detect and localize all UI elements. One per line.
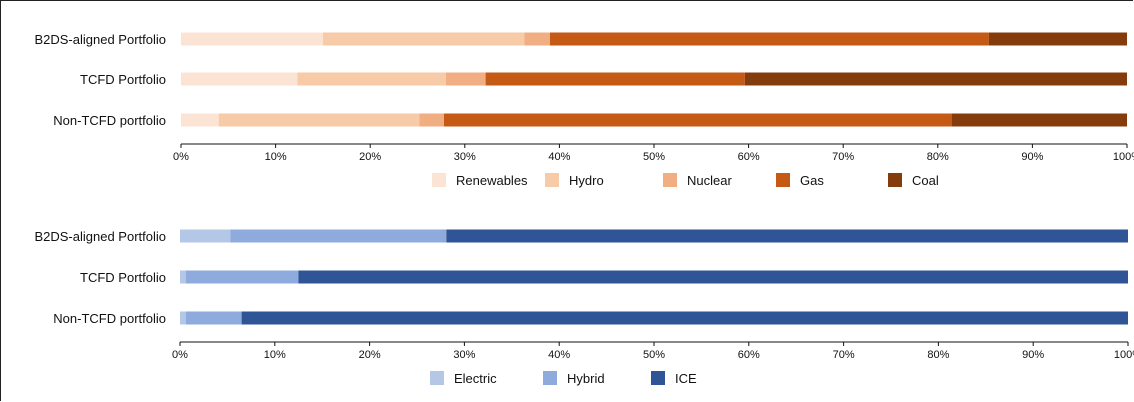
x-tick-label: 100% [1113, 151, 1134, 163]
x-tick-label: 10% [265, 151, 287, 163]
category-label: TCFD Portfolio [80, 270, 166, 285]
legend-swatch [888, 173, 902, 187]
legend-label: Coal [912, 173, 939, 188]
bar-segment [180, 311, 186, 325]
legend-swatch [663, 173, 677, 187]
bar-segment [298, 270, 1128, 284]
bar-segment [419, 113, 444, 127]
x-tick-label: 40% [548, 151, 570, 163]
bar-segment [744, 72, 1127, 86]
x-tick-label: 70% [832, 151, 854, 163]
legend-swatch [432, 173, 446, 187]
x-tick-label: 100% [1114, 349, 1134, 361]
x-tick-label: 90% [1022, 349, 1044, 361]
legend-label: Hydro [569, 173, 604, 188]
x-tick-label: 70% [833, 349, 855, 361]
bar-segment [241, 311, 1128, 325]
x-tick-label: 90% [1021, 151, 1043, 163]
x-tick-label: 80% [927, 151, 949, 163]
legend-label: Hybrid [567, 371, 605, 386]
x-tick-label: 20% [359, 151, 381, 163]
legend-swatch [430, 371, 444, 385]
bar-segment [218, 113, 420, 127]
bar-segment [524, 32, 550, 46]
bar-segment [549, 32, 989, 46]
x-tick-label: 30% [454, 151, 476, 163]
legend-label: ICE [675, 371, 697, 386]
chart-1: B2DS-aligned Portfolio TCFD Portfolio Non-… [34, 32, 1134, 188]
category-label: Non-TCFD portfolio [53, 113, 166, 128]
bar-segment [230, 229, 447, 243]
x-tick-label: 0% [173, 151, 189, 163]
x-tick-label: 10% [264, 349, 286, 361]
chart-2: B2DS-aligned Portfolio TCFD Portfolio Non-… [34, 229, 1134, 386]
x-tick-label: 50% [643, 151, 665, 163]
bar-segment [485, 72, 745, 86]
bar-segment [322, 32, 525, 46]
category-label: B2DS-aligned Portfolio [34, 32, 166, 47]
bar-segment [180, 270, 186, 284]
bar-segment [446, 229, 1128, 243]
category-label: TCFD Portfolio [80, 72, 166, 87]
bar-segment [180, 229, 231, 243]
x-tick-label: 60% [738, 151, 760, 163]
category-label: Non-TCFD portfolio [53, 311, 166, 326]
bar-segment [185, 311, 242, 325]
bar-segment [181, 32, 323, 46]
bar-segment [951, 113, 1127, 127]
legend-swatch [545, 173, 559, 187]
bar-segment [185, 270, 299, 284]
bar-segment [181, 72, 298, 86]
x-tick-label: 30% [453, 349, 475, 361]
category-label: B2DS-aligned Portfolio [34, 229, 166, 244]
legend-label: Electric [454, 371, 497, 386]
bar-segment [445, 72, 486, 86]
bar-segment [443, 113, 952, 127]
x-tick-label: 40% [548, 349, 570, 361]
legend-swatch [543, 371, 557, 385]
legend-label: Gas [800, 173, 824, 188]
x-tick-label: 60% [738, 349, 760, 361]
legend-label: Nuclear [687, 173, 732, 188]
x-tick-label: 80% [927, 349, 949, 361]
bar-segment [181, 113, 219, 127]
legend-label: Renewables [456, 173, 528, 188]
x-tick-label: 0% [172, 349, 188, 361]
bar-segment [297, 72, 446, 86]
x-tick-label: 50% [643, 349, 665, 361]
legend-swatch [776, 173, 790, 187]
legend-swatch [651, 371, 665, 385]
x-tick-label: 20% [359, 349, 381, 361]
bar-segment [988, 32, 1127, 46]
